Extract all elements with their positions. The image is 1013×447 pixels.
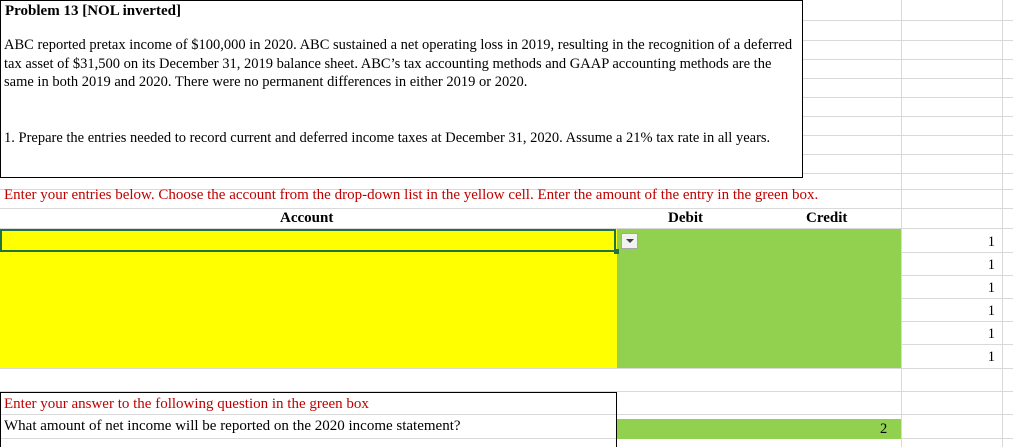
debit-header: Debit — [668, 210, 703, 226]
row-marker: 1 — [987, 280, 995, 296]
row-marker: 1 — [987, 257, 995, 273]
question-instruction: Enter your answer to the following quest… — [4, 396, 369, 412]
fill-handle[interactable] — [614, 249, 619, 254]
row-marker: 1 — [987, 234, 995, 250]
problem-text-box[interactable]: Problem 13 [NOL inverted] ABC reported p… — [0, 0, 803, 178]
selected-account-cell[interactable] — [0, 229, 616, 252]
problem-title: Problem 13 [NOL inverted] — [5, 3, 181, 19]
entries-instruction: Enter your entries below. Choose the acc… — [4, 187, 819, 203]
row-marker: 1 — [987, 349, 995, 365]
problem-paragraph-1: ABC reported pretax income of $100,000 i… — [4, 37, 793, 90]
question-marker: 2 — [880, 421, 888, 437]
row-marker: 1 — [987, 326, 995, 342]
chevron-down-icon — [625, 239, 634, 243]
question-box — [0, 392, 617, 447]
question-text: What amount of net income will be report… — [4, 418, 461, 434]
problem-paragraph-2: 1. Prepare the entries needed to record … — [4, 130, 771, 146]
net-income-answer-cell[interactable] — [617, 419, 901, 439]
credit-header: Credit — [806, 210, 848, 226]
row-marker: 1 — [987, 303, 995, 319]
account-header: Account — [280, 210, 334, 226]
account-cells[interactable] — [0, 229, 617, 368]
amount-cells[interactable] — [617, 229, 901, 368]
account-dropdown-button[interactable] — [621, 233, 638, 249]
